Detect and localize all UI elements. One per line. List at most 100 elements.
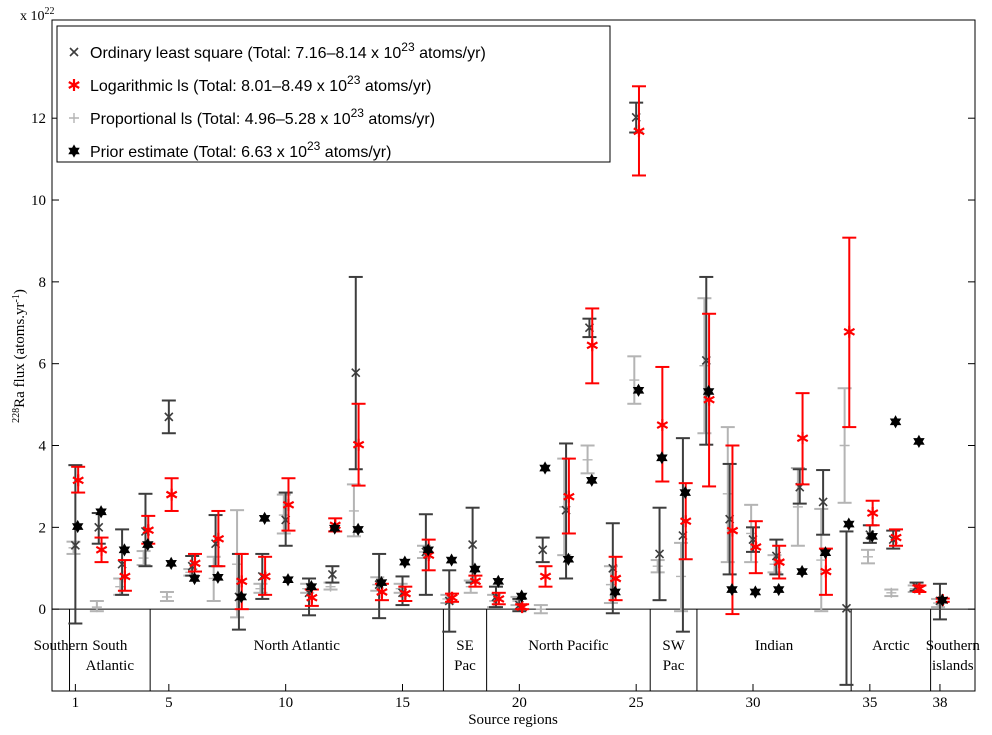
point-prior [305, 580, 318, 594]
y-tick-label: 6 [39, 357, 47, 373]
y-axis-label: 228Ra flux (atoms.yr-1) [11, 289, 28, 423]
point-logarithmic [913, 582, 926, 595]
y-tick-label: 0 [39, 602, 47, 618]
legend: Ordinary least square (Total: 7.16–8.14 … [56, 25, 611, 163]
point-proportional [722, 488, 733, 499]
point-proportional [676, 571, 687, 582]
series-ordinary [68, 101, 947, 686]
x-tick-label: 38 [932, 695, 947, 711]
point-proportional [839, 440, 850, 451]
point-proportional [138, 553, 149, 564]
point-prior [71, 519, 84, 534]
point-prior [422, 543, 434, 557]
point-ordinary [94, 522, 104, 532]
point-logarithmic [866, 507, 879, 520]
point-prior [329, 521, 341, 535]
point-logarithmic [399, 587, 412, 600]
legend-label-logarithmic: Logarithmic ls (Total: 8.01–8.49 x 1023 … [90, 73, 432, 95]
y-axis-ticks: 0 2 4 6 8 10 12 [31, 111, 975, 618]
point-ordinary [654, 549, 665, 559]
point-proportional [862, 551, 873, 562]
point-prior [95, 505, 107, 519]
point-prior [235, 590, 248, 604]
point-logarithmic [72, 474, 84, 487]
point-prior [702, 384, 715, 399]
point-prior [562, 552, 575, 566]
point-prior [726, 582, 738, 597]
point-proportional [91, 602, 102, 613]
point-logarithmic [609, 572, 622, 585]
errorbar-ordinary [138, 492, 153, 568]
point-prior [118, 543, 131, 557]
point-prior [212, 570, 224, 584]
point-logarithmic [679, 515, 692, 528]
point-prior [586, 473, 598, 487]
point-prior [866, 529, 878, 543]
point-proportional [582, 454, 593, 465]
point-prior [165, 556, 177, 570]
point-ordinary [327, 569, 337, 579]
point-logarithmic [189, 557, 201, 570]
legend-label-ordinary: Ordinary least square (Total: 7.16–8.14 … [90, 40, 486, 62]
legend-entry-logarithmic: Logarithmic ls (Total: 8.01–8.49 x 1023 … [68, 73, 432, 95]
point-prior [282, 573, 294, 587]
point-prior [188, 571, 201, 586]
region-label: Pac [663, 658, 685, 674]
x-tick-label: 15 [395, 695, 410, 711]
point-ordinary [164, 412, 174, 422]
point-logarithmic [306, 591, 318, 604]
point-logarithmic [95, 543, 108, 556]
legend-marker-proportional [69, 113, 79, 123]
y-tick-label: 4 [39, 439, 47, 455]
point-logarithmic [516, 601, 528, 614]
point-logarithmic [563, 490, 575, 503]
region-label: North Atlantic [254, 638, 341, 654]
point-ordinary [70, 540, 80, 550]
point-logarithmic [890, 531, 902, 544]
series-prior [71, 383, 949, 607]
x-tick-label: 35 [862, 695, 877, 711]
legend-label-proportional: Proportional ls (Total: 4.96–5.28 x 1023… [90, 106, 435, 128]
y-tick-label: 10 [31, 193, 46, 209]
point-logarithmic [633, 125, 645, 138]
y-exponent-label: x 1022 [20, 6, 55, 24]
point-logarithmic [282, 498, 295, 511]
x-axis-label: Source regions [468, 712, 558, 728]
point-ordinary [538, 545, 548, 555]
legend-marker-prior [68, 144, 80, 158]
point-prior [609, 585, 621, 599]
point-prior [539, 461, 551, 475]
point-logarithmic [586, 339, 598, 352]
x-tick-label: 20 [512, 695, 527, 711]
region-label: South [92, 638, 128, 654]
point-logarithmic [142, 524, 155, 537]
point-logarithmic [352, 438, 365, 451]
point-proportional [652, 561, 663, 572]
point-ordinary [351, 368, 361, 378]
point-proportional [629, 375, 640, 386]
y-tick-label: 8 [39, 275, 47, 291]
point-proportional [348, 505, 359, 516]
point-proportional [535, 604, 546, 615]
region-label: SE [456, 638, 474, 654]
point-logarithmic [212, 532, 225, 545]
point-logarithmic [165, 488, 178, 501]
point-prior [656, 451, 668, 465]
point-logarithmic [235, 575, 248, 588]
region-label: Southern [926, 638, 981, 654]
x-tick-label: 1 [72, 695, 80, 711]
point-ordinary [468, 539, 478, 550]
point-prior [819, 546, 832, 560]
point-proportional [559, 501, 570, 512]
y-tick-label: 2 [39, 520, 47, 536]
series-proportional [66, 297, 946, 619]
point-prior [913, 434, 925, 449]
point-logarithmic [820, 565, 832, 578]
x-tick-label: 30 [746, 695, 761, 711]
region-label: Indian [755, 638, 794, 654]
point-prior [142, 537, 154, 552]
region-label: SW [662, 638, 685, 654]
errorbar-ordinary [115, 528, 130, 596]
point-prior [515, 589, 528, 603]
